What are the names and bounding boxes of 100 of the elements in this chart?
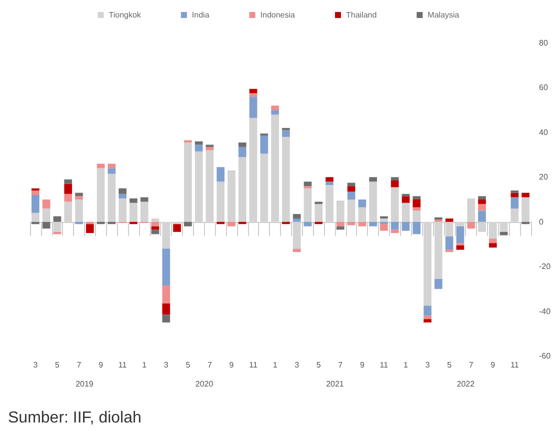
bar (216, 222, 225, 224)
bar (64, 179, 72, 184)
bar (292, 248, 301, 252)
bar (282, 136, 290, 222)
legend-label: India (192, 10, 210, 20)
bar (75, 200, 83, 222)
bar (380, 222, 388, 224)
x-tick-label: 1 (272, 360, 278, 370)
bar (118, 198, 126, 222)
x-tick-label: 5 (447, 360, 452, 370)
bar (336, 226, 344, 230)
x-tick-label: 9 (360, 360, 365, 370)
bar (510, 197, 519, 208)
bar (522, 192, 530, 198)
legend-label: Thailand (346, 10, 377, 20)
bar (228, 222, 236, 226)
bar (522, 197, 530, 222)
bar (369, 177, 377, 182)
bar (445, 218, 454, 222)
bar (228, 170, 236, 222)
bar (412, 200, 421, 208)
bar (434, 217, 442, 220)
bar (42, 200, 50, 208)
bar (282, 128, 290, 130)
bar (522, 222, 530, 224)
bar (32, 195, 40, 213)
bar (424, 306, 432, 316)
bar (184, 222, 192, 226)
bar (478, 196, 486, 200)
bar (478, 200, 486, 204)
y-tick-label: 0 (539, 217, 544, 226)
bar (380, 216, 388, 219)
bar (434, 278, 442, 289)
bar (108, 174, 116, 222)
x-tick-label: 3 (425, 360, 430, 370)
bar (271, 106, 279, 110)
bar (402, 202, 410, 222)
bar (292, 214, 301, 219)
bar (140, 202, 148, 222)
text: Sumber: IIF, diolah (8, 410, 142, 426)
x-tick-label: 7 (76, 360, 82, 370)
bar (390, 222, 399, 230)
x-tick-label: 3 (294, 360, 300, 370)
bar (326, 177, 334, 182)
x-tick-label: 9 (98, 360, 104, 370)
bar (314, 222, 323, 224)
x-tick-label: 9 (229, 360, 234, 370)
bar (369, 182, 377, 222)
y-tick-label: -60 (539, 352, 552, 360)
bar (369, 222, 377, 226)
bar (238, 142, 246, 147)
bar (380, 224, 388, 231)
bar (194, 144, 203, 152)
bar (478, 210, 486, 222)
bar (162, 303, 170, 315)
bar (118, 194, 126, 198)
bar (75, 192, 83, 196)
bar (32, 188, 40, 191)
y-tick-label: -40 (539, 306, 552, 316)
bar (108, 168, 116, 174)
y-tick-label: 40 (539, 128, 548, 137)
legend-label: Malaysia (428, 10, 460, 20)
bar (238, 222, 246, 224)
bar (424, 319, 432, 322)
bar (108, 164, 116, 168)
bar (238, 157, 246, 222)
bar (162, 314, 170, 322)
bar (32, 222, 40, 224)
x-tick-label: 11 (510, 360, 520, 370)
bar (130, 202, 138, 222)
bar (32, 212, 40, 222)
x-tick-label: 9 (490, 360, 496, 370)
bar (96, 168, 105, 222)
bar (118, 188, 126, 194)
bar (271, 110, 279, 115)
bar (96, 164, 105, 168)
bar (130, 198, 138, 203)
bar (260, 136, 268, 154)
bar (412, 210, 421, 222)
y-tick-label: 60 (539, 83, 548, 92)
x-tick-label: 1 (404, 360, 409, 370)
bar (336, 222, 344, 226)
x-tick-label: 11 (249, 360, 258, 370)
x-tick-label: 3 (164, 360, 169, 370)
bar (402, 196, 410, 203)
text: 2020 (195, 380, 214, 388)
x-tick-label: 11 (380, 360, 389, 370)
x-tick-label: 7 (338, 360, 344, 370)
bar (412, 196, 421, 200)
bar (358, 222, 366, 226)
x-tick-label: 11 (118, 360, 128, 370)
bar (467, 198, 476, 222)
bar (282, 222, 290, 224)
bar (358, 207, 366, 222)
x-tick-label: 5 (186, 360, 191, 370)
bar (184, 142, 192, 222)
bar (304, 222, 312, 226)
bar (162, 286, 170, 304)
bar (249, 96, 258, 118)
bar (151, 222, 160, 226)
